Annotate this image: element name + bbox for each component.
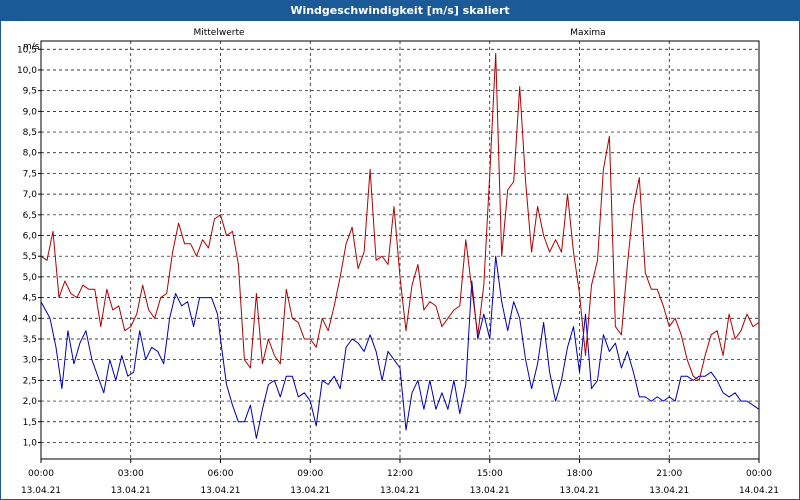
grid-lines [41, 41, 759, 459]
y-tick-label: 5,0 [23, 273, 38, 283]
y-tick-label: 9,0 [23, 107, 38, 117]
y-tick-label: 10,0 [17, 66, 37, 76]
y-tick-label: 7,5 [23, 169, 37, 179]
x-tick-date-label: 14.04.21 [739, 486, 779, 496]
x-tick-date-label: 13.04.21 [290, 486, 330, 496]
y-tick-label: 10,5 [17, 45, 37, 55]
y-tick-label: 8,0 [23, 149, 38, 159]
x-tick-time-label: 03:00 [118, 469, 144, 479]
x-tick-date-label: 13.04.21 [200, 486, 240, 496]
x-tick-time-label: 21:00 [656, 469, 682, 479]
x-tick-time-label: 15:00 [477, 469, 503, 479]
y-tick-label: 4,0 [23, 314, 38, 324]
tick-labels: 1,0 1,5 2,0 2,5 3,0 3,5 4,0 4,5 5,0 5,5 6,0 6,5 7,0 7… [17, 45, 779, 496]
y-tick-label: 1,0 [23, 438, 38, 448]
series-line-maxima [40, 52, 760, 381]
x-tick-date-label: 13.04.21 [559, 486, 599, 496]
x-tick-date-label: 13.04.21 [380, 486, 420, 496]
x-tick-time-label: 00:00 [28, 469, 54, 479]
x-tick-time-label: 09:00 [297, 469, 323, 479]
legend-mittelwerte: Mittelwerte [193, 28, 244, 38]
x-tick-date-label: 13.04.21 [111, 486, 151, 496]
y-tick-label: 2,0 [23, 397, 38, 407]
x-tick-date-label: 13.04.21 [649, 486, 689, 496]
y-tick-label: 1,5 [23, 418, 37, 428]
y-tick-label: 9,5 [23, 87, 37, 97]
y-tick-label: 6,5 [23, 211, 37, 221]
y-tick-label: 5,5 [23, 252, 37, 262]
y-tick-label: 2,5 [23, 376, 37, 386]
y-tick-label: 3,5 [23, 335, 37, 345]
y-tick-label: 4,5 [23, 294, 37, 304]
y-tick-label: 6,0 [23, 232, 38, 242]
y-tick-label: 3,0 [23, 356, 38, 366]
y-tick-label: 8,5 [23, 128, 37, 138]
series-line-mittelwerte [40, 255, 760, 439]
window-title: Windgeschwindigkeit [m/s] skaliert [1, 1, 799, 21]
x-tick-time-label: 18:00 [567, 469, 593, 479]
x-tick-time-label: 06:00 [208, 469, 234, 479]
y-axis-label: m/s [23, 42, 40, 52]
y-tick-label: 7,0 [23, 190, 38, 200]
x-tick-date-label: 13.04.21 [470, 486, 510, 496]
x-tick-time-label: 00:00 [746, 469, 772, 479]
legend-maxima: Maxima [570, 28, 605, 38]
plot-area-border [40, 40, 760, 460]
series-lines [40, 52, 760, 439]
axes [38, 40, 760, 463]
x-tick-date-label: 13.04.21 [21, 486, 61, 496]
x-tick-time-label: 12:00 [387, 469, 413, 479]
